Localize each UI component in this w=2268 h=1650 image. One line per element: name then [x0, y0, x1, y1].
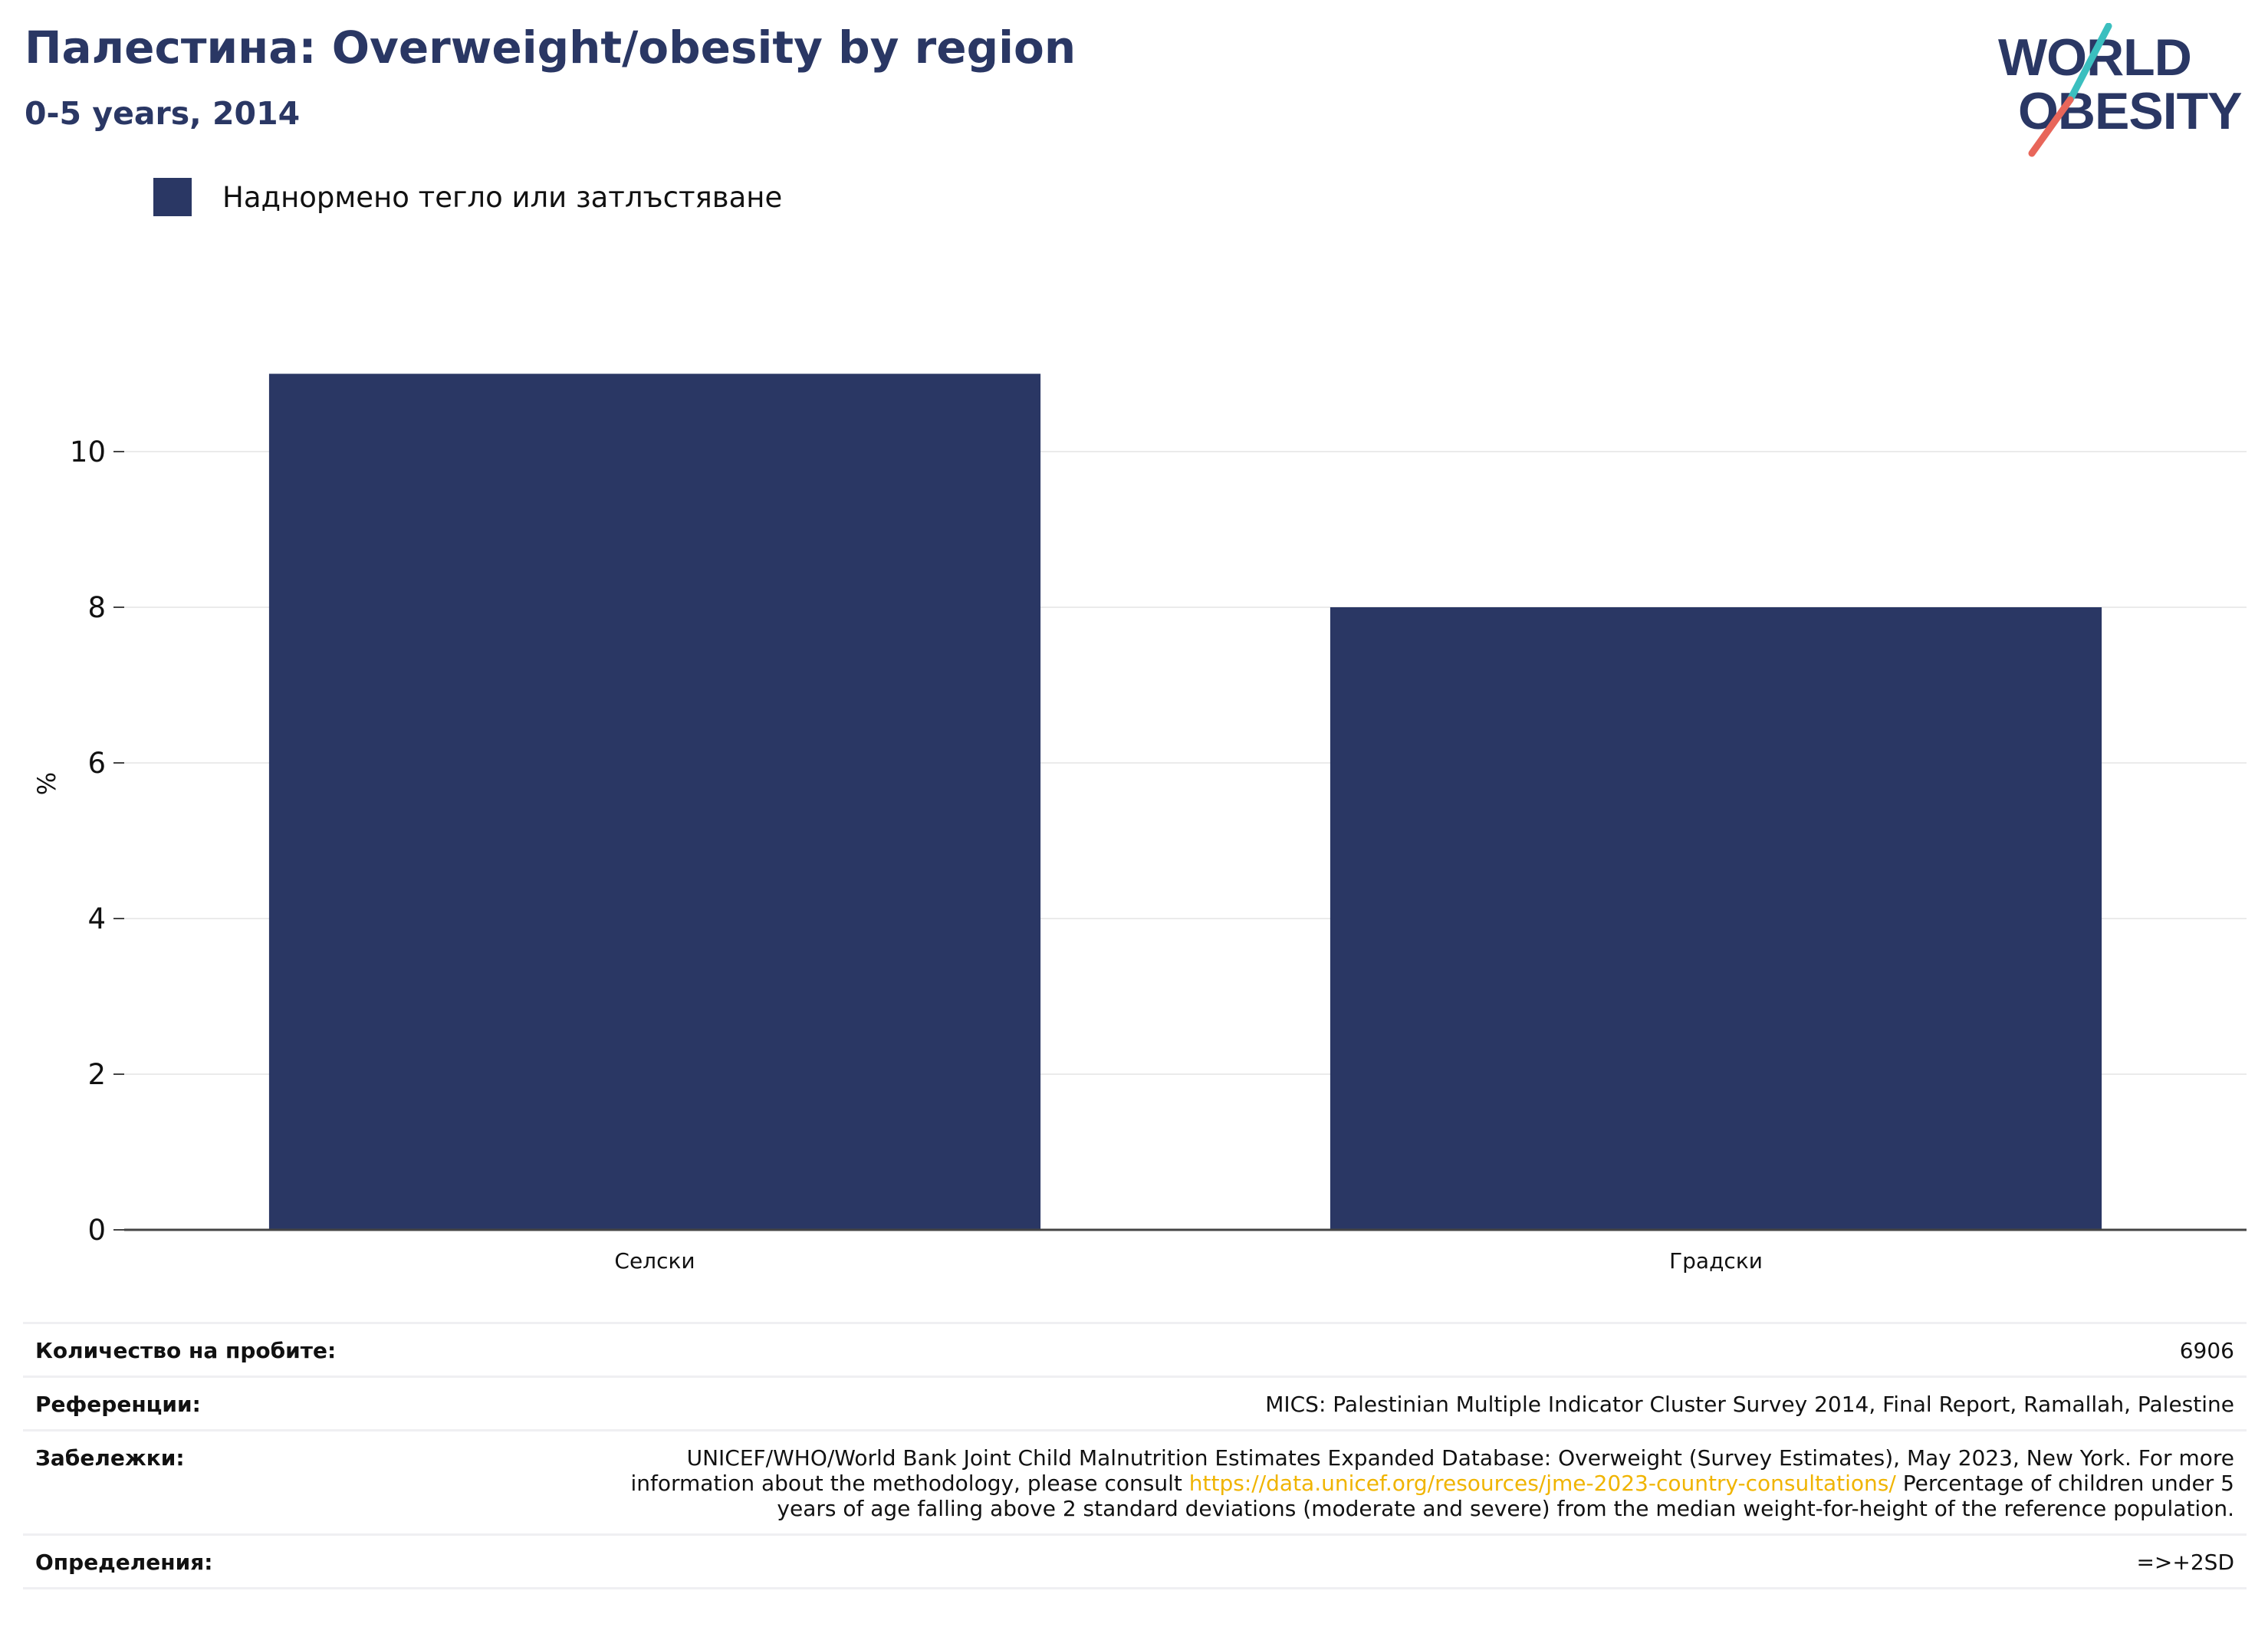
footer-value: UNICEF/WHO/World Bank Joint Child Malnut… — [593, 1445, 2235, 1521]
footer-row-definitions: Определения: =>+2SD — [23, 1533, 2247, 1589]
page-title: Палестина: Overweight/obesity by region — [25, 21, 1076, 74]
y-tick-label: 4 — [87, 902, 106, 935]
footer-label: Забележки: — [35, 1445, 185, 1471]
footer-value: MICS: Palestinian Multiple Indicator Clu… — [1265, 1392, 2234, 1417]
footer-label: Количество на пробите: — [35, 1338, 337, 1363]
y-axis-label: % — [32, 772, 61, 795]
world-obesity-logo: WORLD OBESITY — [1998, 23, 2243, 157]
y-tick-label: 6 — [87, 747, 106, 780]
footer-row-references: Референции: MICS: Palestinian Multiple I… — [23, 1376, 2247, 1429]
notes-text-before: UNICEF/WHO/World Bank Joint Child Malnut… — [630, 1445, 2235, 1496]
footer-value: =>+2SD — [2136, 1550, 2234, 1575]
footer-value: 6906 — [2179, 1338, 2234, 1363]
bar-2 — [1330, 607, 2102, 1230]
bar-chart: 0 2 4 6 8 10% Селски Градски — [32, 373, 2247, 1274]
logo-word-obesity: OBESITY — [2018, 82, 2242, 140]
footer-row-sample-size: Количество на пробите: 6906 — [23, 1322, 2247, 1376]
page-subtitle: 0-5 years, 2014 — [25, 95, 301, 132]
methodology-link[interactable]: https://data.unicef.org/resources/jme-20… — [1188, 1471, 1896, 1496]
x-tick-label: Селски — [614, 1248, 695, 1274]
chart-footer: Количество на пробите: 6906 Референции: … — [23, 1322, 2247, 1589]
y-tick-label: 2 — [87, 1058, 106, 1091]
bar-1 — [268, 373, 1041, 1230]
footer-label: Референции: — [35, 1392, 201, 1417]
x-tick-label: Градски — [1669, 1248, 1763, 1274]
legend-swatch — [153, 178, 192, 216]
notes-text-after: Percentage of children under 5 years of … — [777, 1471, 2234, 1521]
y-tick-label: 0 — [87, 1214, 106, 1247]
legend-label: Наднормено тегло или затлъстяване — [222, 180, 783, 214]
chart-legend: Наднормено тегло или затлъстяване — [153, 178, 782, 216]
logo-slash-top — [2066, 23, 2112, 104]
logo-slash-bottom — [2028, 96, 2074, 157]
footer-label: Определения: — [35, 1550, 213, 1575]
y-tick-label: 8 — [87, 591, 106, 624]
y-tick-label: 10 — [70, 436, 106, 468]
footer-row-notes: Забележки: UNICEF/WHO/World Bank Joint C… — [23, 1429, 2247, 1533]
